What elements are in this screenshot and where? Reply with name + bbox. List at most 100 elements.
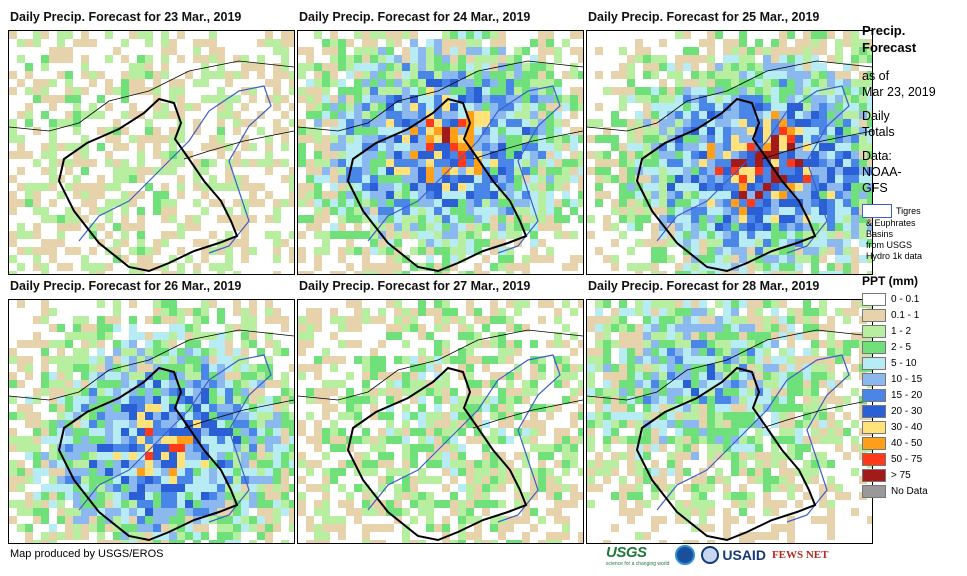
precip-cell bbox=[482, 207, 490, 215]
precip-cell bbox=[683, 364, 691, 372]
precip-cell bbox=[9, 87, 17, 95]
precip-cell bbox=[402, 532, 410, 540]
precip-cell bbox=[715, 420, 723, 428]
precip-cell bbox=[755, 532, 763, 540]
precip-cell bbox=[257, 388, 265, 396]
precip-cell bbox=[522, 396, 530, 404]
precip-cell bbox=[723, 324, 731, 332]
precip-cell bbox=[779, 255, 787, 263]
precip-cell bbox=[474, 87, 482, 95]
precip-cell bbox=[81, 460, 89, 468]
precip-cell bbox=[330, 63, 338, 71]
precip-cell bbox=[169, 324, 177, 332]
precip-cell bbox=[450, 316, 458, 324]
precip-cell bbox=[25, 63, 33, 71]
precip-cell bbox=[683, 500, 691, 508]
precip-cell bbox=[466, 396, 474, 404]
precip-cell bbox=[362, 356, 370, 364]
precip-cell bbox=[715, 468, 723, 476]
precip-cell bbox=[530, 175, 538, 183]
precip-cell bbox=[97, 524, 105, 532]
precip-cell bbox=[611, 436, 619, 444]
precip-cell bbox=[787, 207, 795, 215]
precip-cell bbox=[554, 372, 562, 380]
precip-cell bbox=[185, 516, 193, 524]
precip-cell bbox=[73, 324, 81, 332]
precip-cell bbox=[795, 356, 803, 364]
precip-cell bbox=[65, 444, 73, 452]
precip-cell bbox=[731, 215, 739, 223]
precip-cell bbox=[73, 524, 81, 532]
precip-cell bbox=[97, 207, 105, 215]
precip-cell bbox=[458, 175, 466, 183]
precip-cell bbox=[41, 63, 49, 71]
precip-cell bbox=[755, 223, 763, 231]
precip-cell bbox=[546, 127, 554, 135]
precip-cell bbox=[627, 175, 635, 183]
precip-cell bbox=[362, 167, 370, 175]
precip-cell bbox=[41, 380, 49, 388]
precip-cell bbox=[731, 247, 739, 255]
precip-cell bbox=[803, 87, 811, 95]
precip-cell bbox=[217, 135, 225, 143]
precip-cell bbox=[546, 47, 554, 55]
precip-cell bbox=[587, 444, 595, 452]
precip-cell bbox=[25, 508, 33, 516]
precip-cell bbox=[538, 364, 546, 372]
precip-cell bbox=[145, 436, 153, 444]
precip-cell bbox=[73, 316, 81, 324]
precip-cell bbox=[763, 404, 771, 412]
precip-cell bbox=[691, 191, 699, 199]
precip-cell bbox=[739, 239, 747, 247]
precip-cell bbox=[490, 167, 498, 175]
precip-cell bbox=[651, 492, 659, 500]
precip-cell bbox=[803, 468, 811, 476]
precip-cell bbox=[827, 532, 835, 540]
precip-cell bbox=[715, 452, 723, 460]
precip-cell bbox=[803, 420, 811, 428]
precip-cell bbox=[217, 404, 225, 412]
precip-cell bbox=[49, 324, 57, 332]
precip-cell bbox=[177, 135, 185, 143]
precip-cell bbox=[755, 47, 763, 55]
precip-cell bbox=[611, 111, 619, 119]
precip-cell bbox=[129, 271, 137, 274]
precip-cell bbox=[466, 300, 474, 308]
precip-cell bbox=[193, 183, 201, 191]
precip-cell bbox=[827, 524, 835, 532]
precip-cell bbox=[651, 300, 659, 308]
precip-cell bbox=[97, 191, 105, 199]
precip-cell bbox=[185, 508, 193, 516]
precip-cell bbox=[265, 159, 273, 167]
precip-cell bbox=[779, 55, 787, 63]
precip-cell bbox=[81, 404, 89, 412]
precip-cell bbox=[627, 468, 635, 476]
precip-cell bbox=[659, 119, 667, 127]
precip-cell bbox=[426, 167, 434, 175]
precip-cell bbox=[402, 143, 410, 151]
precip-cell bbox=[458, 316, 466, 324]
precip-cell bbox=[217, 151, 225, 159]
precip-cell bbox=[41, 87, 49, 95]
precip-cell bbox=[522, 95, 530, 103]
precip-cell bbox=[619, 316, 627, 324]
precip-cell bbox=[779, 324, 787, 332]
precip-cell bbox=[466, 247, 474, 255]
precip-cell bbox=[33, 87, 41, 95]
precip-cell bbox=[362, 396, 370, 404]
precip-cell bbox=[811, 95, 819, 103]
precip-cell bbox=[723, 444, 731, 452]
precip-cell bbox=[97, 175, 105, 183]
precip-cell bbox=[723, 412, 731, 420]
precip-cell bbox=[546, 468, 554, 476]
precip-cell bbox=[506, 79, 514, 87]
precip-cell bbox=[795, 388, 803, 396]
precip-cell bbox=[217, 444, 225, 452]
precip-cell bbox=[474, 151, 482, 159]
precip-cell bbox=[113, 356, 121, 364]
precip-cell bbox=[795, 452, 803, 460]
precip-cell bbox=[811, 223, 819, 231]
precip-cell bbox=[41, 271, 49, 274]
precip-cell bbox=[281, 159, 289, 167]
precip-cell bbox=[659, 183, 667, 191]
